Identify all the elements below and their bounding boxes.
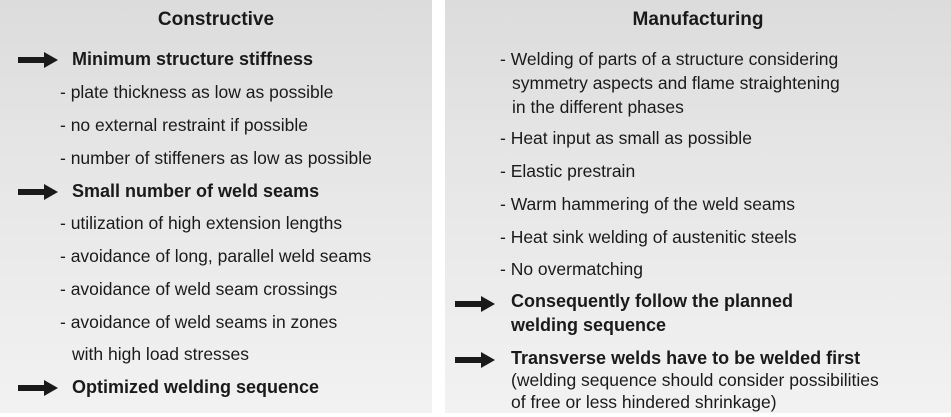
list-item: - Elastic prestrain <box>500 161 636 181</box>
list-item-continuation: with high load stresses <box>72 344 250 364</box>
list-item: - Welding of parts of a structure consid… <box>500 49 839 69</box>
heading-minimum-stiffness: Minimum structure stiffness <box>72 49 314 69</box>
manufacturing-panel: Manufacturing - Welding of parts of a st… <box>445 0 951 413</box>
list-item: - number of stiffeners as low as possibl… <box>60 148 372 168</box>
list-item: - No overmatching <box>500 259 643 279</box>
heading-follow-sequence: Consequently follow the planned <box>511 291 794 311</box>
list-item: - Heat sink welding of austenitic steels <box>500 227 797 247</box>
list-item: - avoidance of weld seams in zones <box>60 312 338 332</box>
arrow-right-icon <box>18 380 58 396</box>
manufacturing-title: Manufacturing <box>632 9 764 30</box>
note-line: of free or less hindered shrinkage) <box>511 392 777 412</box>
list-item-continuation: symmetry aspects and flame straightening <box>512 73 840 93</box>
constructive-title: Constructive <box>157 9 275 30</box>
constructive-panel: Constructive Minimum structure stiffness… <box>0 0 432 413</box>
arrow-right-icon <box>455 352 495 368</box>
heading-follow-sequence-line2: welding sequence <box>511 315 667 335</box>
arrow-right-icon <box>455 296 495 312</box>
list-item: - avoidance of weld seam crossings <box>60 279 338 299</box>
list-item: - Heat input as small as possible <box>500 128 752 148</box>
heading-optimized-sequence: Optimized welding sequence <box>72 377 320 397</box>
heading-transverse-welds: Transverse welds have to be welded first <box>511 348 861 368</box>
list-item: - plate thickness as low as possible <box>60 82 334 102</box>
arrow-right-icon <box>18 52 58 68</box>
list-item: - Warm hammering of the weld seams <box>500 194 795 214</box>
arrow-right-icon <box>18 184 58 200</box>
list-item: - utilization of high extension lengths <box>60 213 343 233</box>
note-line: (welding sequence should consider possib… <box>511 370 879 390</box>
list-item-continuation: in the different phases <box>512 97 684 117</box>
list-item: - no external restraint if possible <box>60 115 309 135</box>
heading-small-number-weld-seams: Small number of weld seams <box>72 181 320 201</box>
list-item: - avoidance of long, parallel weld seams <box>60 246 372 266</box>
